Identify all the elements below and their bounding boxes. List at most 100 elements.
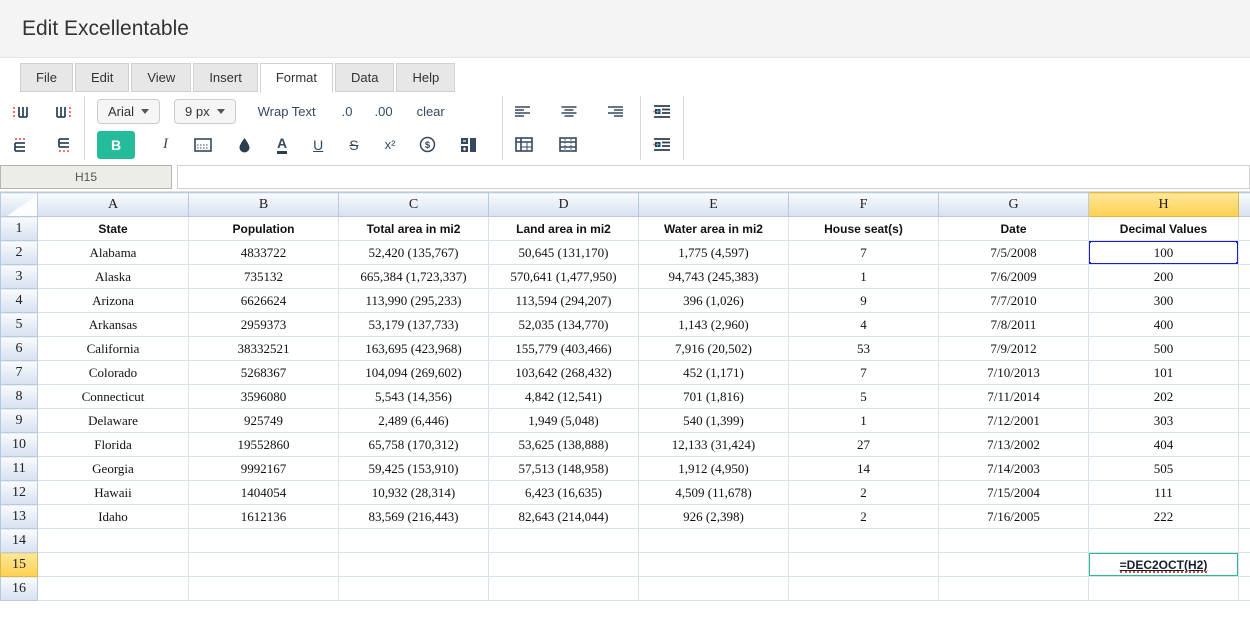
cell-C2[interactable]: 52,420 (135,767) bbox=[339, 241, 489, 265]
cell-D14[interactable] bbox=[489, 529, 639, 553]
cell-I11[interactable] bbox=[1239, 457, 1250, 481]
cell-C9[interactable]: 2,489 (6,446) bbox=[339, 409, 489, 433]
column-header-C[interactable]: C bbox=[339, 193, 489, 217]
cell-E7[interactable]: 452 (1,171) bbox=[639, 361, 789, 385]
cell-F10[interactable]: 27 bbox=[789, 433, 939, 457]
cell-I2[interactable] bbox=[1239, 241, 1250, 265]
cell-B8[interactable]: 3596080 bbox=[189, 385, 339, 409]
tab-data[interactable]: Data bbox=[335, 63, 394, 92]
cell-H2[interactable]: 100 bbox=[1089, 241, 1239, 265]
cell-G6[interactable]: 7/9/2012 bbox=[939, 337, 1089, 361]
cell-H7[interactable]: 101 bbox=[1089, 361, 1239, 385]
column-header-G[interactable]: G bbox=[939, 193, 1089, 217]
font-family-dropdown[interactable]: Arial bbox=[97, 99, 160, 124]
cell-I4[interactable] bbox=[1239, 289, 1250, 313]
cell-C6[interactable]: 163,695 (423,968) bbox=[339, 337, 489, 361]
cell-name-box[interactable]: H15 bbox=[0, 165, 172, 189]
cell-E10[interactable]: 12,133 (31,424) bbox=[639, 433, 789, 457]
cell-H1[interactable]: Decimal Values bbox=[1089, 217, 1239, 241]
select-all-corner[interactable] bbox=[1, 193, 38, 217]
cell-C1[interactable]: Total area in mi2 bbox=[339, 217, 489, 241]
row-header-4[interactable]: 4 bbox=[1, 289, 38, 313]
cell-A4[interactable]: Arizona bbox=[38, 289, 189, 313]
cell-A9[interactable]: Delaware bbox=[38, 409, 189, 433]
cell-F16[interactable] bbox=[789, 577, 939, 601]
cell-C14[interactable] bbox=[339, 529, 489, 553]
tab-edit[interactable]: Edit bbox=[75, 63, 129, 92]
increase-decimal-button[interactable]: .00 bbox=[374, 104, 392, 119]
clear-formatting-button[interactable]: clear bbox=[417, 104, 445, 119]
cell-G15[interactable] bbox=[939, 553, 1089, 577]
cell-C16[interactable] bbox=[339, 577, 489, 601]
cell-F14[interactable] bbox=[789, 529, 939, 553]
cell-F12[interactable]: 2 bbox=[789, 481, 939, 505]
cell-B13[interactable]: 1612136 bbox=[189, 505, 339, 529]
cell-H3[interactable]: 200 bbox=[1089, 265, 1239, 289]
row-header-3[interactable]: 3 bbox=[1, 265, 38, 289]
cell-G7[interactable]: 7/10/2013 bbox=[939, 361, 1089, 385]
cell-F3[interactable]: 1 bbox=[789, 265, 939, 289]
cell-H15[interactable]: =DEC2OCT(H2) bbox=[1089, 553, 1239, 577]
cell-C8[interactable]: 5,543 (14,356) bbox=[339, 385, 489, 409]
cell-B1[interactable]: Population bbox=[189, 217, 339, 241]
cell-H9[interactable]: 303 bbox=[1089, 409, 1239, 433]
cell-D11[interactable]: 57,513 (148,958) bbox=[489, 457, 639, 481]
tab-insert[interactable]: Insert bbox=[193, 63, 258, 92]
border-grid-icon[interactable] bbox=[559, 137, 577, 152]
row-header-7[interactable]: 7 bbox=[1, 361, 38, 385]
cell-E15[interactable] bbox=[639, 553, 789, 577]
cell-D12[interactable]: 6,423 (16,635) bbox=[489, 481, 639, 505]
cell-G4[interactable]: 7/7/2010 bbox=[939, 289, 1089, 313]
cell-B7[interactable]: 5268367 bbox=[189, 361, 339, 385]
cell-I3[interactable] bbox=[1239, 265, 1250, 289]
cell-F13[interactable]: 2 bbox=[789, 505, 939, 529]
cell-E12[interactable]: 4,509 (11,678) bbox=[639, 481, 789, 505]
cell-H8[interactable]: 202 bbox=[1089, 385, 1239, 409]
row-header-8[interactable]: 8 bbox=[1, 385, 38, 409]
cell-H16[interactable] bbox=[1089, 577, 1239, 601]
tab-format[interactable]: Format bbox=[260, 63, 333, 93]
cell-H6[interactable]: 500 bbox=[1089, 337, 1239, 361]
cell-I10[interactable] bbox=[1239, 433, 1250, 457]
column-header-B[interactable]: B bbox=[189, 193, 339, 217]
cell-C12[interactable]: 10,932 (28,314) bbox=[339, 481, 489, 505]
cell-I14[interactable] bbox=[1239, 529, 1250, 553]
cell-G11[interactable]: 7/14/2003 bbox=[939, 457, 1089, 481]
cell-F6[interactable]: 53 bbox=[789, 337, 939, 361]
insert-row-below-icon[interactable] bbox=[54, 137, 72, 153]
cell-I8[interactable] bbox=[1239, 385, 1250, 409]
cell-B15[interactable] bbox=[189, 553, 339, 577]
bold-button[interactable]: B bbox=[97, 131, 135, 159]
cell-I7[interactable] bbox=[1239, 361, 1250, 385]
underline-button[interactable]: U bbox=[313, 137, 323, 153]
cell-D7[interactable]: 103,642 (268,432) bbox=[489, 361, 639, 385]
cell-F15[interactable] bbox=[789, 553, 939, 577]
cell-H14[interactable] bbox=[1089, 529, 1239, 553]
row-header-14[interactable]: 14 bbox=[1, 529, 38, 553]
insert-column-left-icon[interactable] bbox=[12, 104, 30, 120]
cell-A11[interactable]: Georgia bbox=[38, 457, 189, 481]
cell-D16[interactable] bbox=[489, 577, 639, 601]
cell-B11[interactable]: 9992167 bbox=[189, 457, 339, 481]
column-header-A[interactable]: A bbox=[38, 193, 189, 217]
cell-A1[interactable]: State bbox=[38, 217, 189, 241]
cell-A6[interactable]: California bbox=[38, 337, 189, 361]
cell-I6[interactable] bbox=[1239, 337, 1250, 361]
font-color-icon[interactable]: A bbox=[277, 136, 287, 154]
cell-A5[interactable]: Arkansas bbox=[38, 313, 189, 337]
cell-A2[interactable]: Alabama bbox=[38, 241, 189, 265]
strikethrough-button[interactable]: S bbox=[349, 137, 358, 153]
border-outline-icon[interactable] bbox=[515, 137, 533, 152]
cell-A7[interactable]: Colorado bbox=[38, 361, 189, 385]
row-header-1[interactable]: 1 bbox=[1, 217, 38, 241]
cell-E11[interactable]: 1,912 (4,950) bbox=[639, 457, 789, 481]
font-size-dropdown[interactable]: 9 px bbox=[174, 99, 236, 124]
cell-F5[interactable]: 4 bbox=[789, 313, 939, 337]
cell-B5[interactable]: 2959373 bbox=[189, 313, 339, 337]
cell-I16[interactable] bbox=[1239, 577, 1250, 601]
merge-cells-icon[interactable] bbox=[460, 137, 477, 153]
cell-B3[interactable]: 735132 bbox=[189, 265, 339, 289]
cell-G12[interactable]: 7/15/2004 bbox=[939, 481, 1089, 505]
cell-A15[interactable] bbox=[38, 553, 189, 577]
align-right-icon[interactable] bbox=[607, 106, 623, 118]
